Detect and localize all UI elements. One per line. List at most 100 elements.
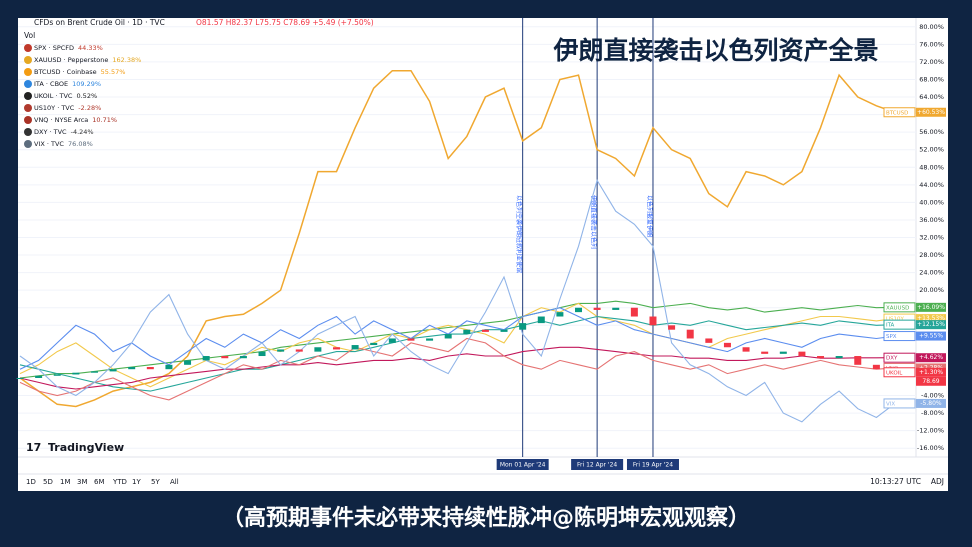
series-tag-label: BTCUSD: [886, 110, 908, 116]
legend-entry: BTCUSD · Coinbase 55.57%: [34, 68, 125, 76]
y-tick-label: 24.00%: [919, 269, 944, 277]
series-tag: [883, 367, 916, 378]
x-tick-label: Mon 01 Apr '24: [500, 462, 546, 469]
legend-change: 109.29%: [72, 80, 101, 88]
price-tag-label: 78.69: [922, 378, 939, 385]
value-tag: [916, 320, 946, 330]
legend-icon: [24, 92, 32, 100]
range-button[interactable]: 3M: [77, 478, 88, 486]
legend-change: 0.52%: [76, 92, 97, 100]
candle: [519, 323, 527, 330]
legend-icon: [24, 104, 32, 112]
candle: [16, 377, 24, 379]
range-button[interactable]: 5D: [43, 478, 53, 486]
date-box: [496, 459, 549, 470]
price-tag: [916, 376, 946, 386]
legend-entry: UKOIL · TVC 0.52%: [34, 92, 97, 100]
candle: [612, 307, 620, 310]
ohlc: O81.57 H82.37 L75.75 C78.69 +5.49 (+7.50…: [196, 18, 374, 27]
legend-symbol: US10Y · TVC: [34, 104, 75, 112]
range-button[interactable]: 6M: [94, 478, 105, 486]
series-tag-name: UKOIL: [886, 370, 903, 376]
candle: [779, 351, 787, 354]
candle: [202, 356, 210, 361]
candle: [668, 325, 676, 330]
series-line: [19, 69, 896, 408]
y-tick-label: 32.00%: [919, 234, 944, 242]
series-tag: [883, 352, 916, 363]
y-tick-label: 40.00%: [919, 198, 944, 206]
y-tick-label: 56.00%: [919, 128, 944, 136]
value-tag: [916, 353, 946, 363]
value-tag-label: +12.15%: [917, 321, 945, 328]
candle: [72, 372, 80, 375]
candle: [872, 364, 880, 370]
clock: 10:13:27 UTC: [870, 477, 921, 486]
candle: [798, 351, 806, 357]
candle: [649, 316, 657, 326]
series-tag-label: SPX: [886, 334, 897, 340]
legend-change: 76.08%: [68, 140, 93, 148]
x-tick-label: Fri 12 Apr '24: [577, 462, 617, 469]
range-button[interactable]: YTD: [112, 478, 127, 486]
candle: [109, 369, 117, 372]
candle: [165, 364, 173, 370]
legend-symbol: BTCUSD · Coinbase: [34, 68, 97, 76]
range-button[interactable]: 1D: [26, 478, 36, 486]
series-tag-name: BTCUSD: [886, 110, 908, 116]
date-box: [626, 459, 679, 470]
legend-entry: DXY · TVC -4.24%: [34, 128, 94, 136]
series-line: [19, 346, 896, 390]
range-button[interactable]: 5Y: [151, 478, 160, 486]
legend-icon: [24, 80, 32, 88]
candle: [723, 342, 731, 348]
candle: [481, 329, 489, 332]
range-button[interactable]: 1Y: [132, 478, 141, 486]
series-line: [19, 179, 896, 423]
legend-change: 55.57%: [101, 68, 126, 76]
candle: [537, 316, 545, 324]
logo-mark: 17: [26, 441, 41, 454]
candle: [556, 312, 564, 317]
series-tag-name: XAUUSD: [886, 305, 909, 311]
legend-entry: VIX · TVC 76.08%: [34, 140, 93, 148]
series-tag-name: ITA: [886, 322, 895, 328]
candle: [761, 351, 769, 354]
value-tag: [916, 302, 946, 312]
candle: [53, 374, 61, 376]
y-tick-label: 80.00%: [919, 23, 944, 31]
series-tag: [883, 107, 916, 118]
legend-entry: US10Y · TVC -2.28%: [34, 104, 101, 112]
candle: [146, 367, 154, 370]
adj-button[interactable]: ADJ: [931, 477, 944, 486]
chart-title: 伊朗直接袭击以色列资产全景: [552, 36, 878, 65]
candle: [239, 356, 247, 359]
series-tag-name: US10Y: [886, 316, 905, 322]
range-button[interactable]: 1M: [60, 478, 71, 486]
candle: [314, 347, 322, 352]
y-tick-label: 76.00%: [919, 40, 944, 48]
candle: [444, 334, 452, 339]
event-note: 伊朗直接袭击以色列: [590, 195, 598, 249]
candle: [426, 338, 434, 341]
y-tick-label: 28.00%: [919, 251, 944, 259]
legend-entry: ITA · CBOE 109.29%: [34, 80, 101, 88]
legend-change: 10.71%: [92, 116, 117, 124]
y-tick-label: 64.00%: [919, 93, 944, 101]
legend-icon: [24, 116, 32, 124]
series-line: [19, 315, 896, 392]
candle: [575, 307, 583, 313]
value-tag-label: +9.55%: [919, 333, 943, 340]
logo: TradingView: [48, 441, 124, 454]
series-line: [19, 337, 896, 401]
series-tag: [883, 398, 916, 409]
candle: [593, 307, 601, 310]
value-tag: [916, 107, 946, 117]
range-button[interactable]: All: [170, 478, 179, 486]
y-tick-label: 44.00%: [919, 181, 944, 189]
y-tick-label: -12.00%: [917, 427, 944, 435]
candle: [370, 342, 378, 346]
candle: [221, 356, 229, 359]
y-tick-label: -16.00%: [917, 444, 944, 452]
